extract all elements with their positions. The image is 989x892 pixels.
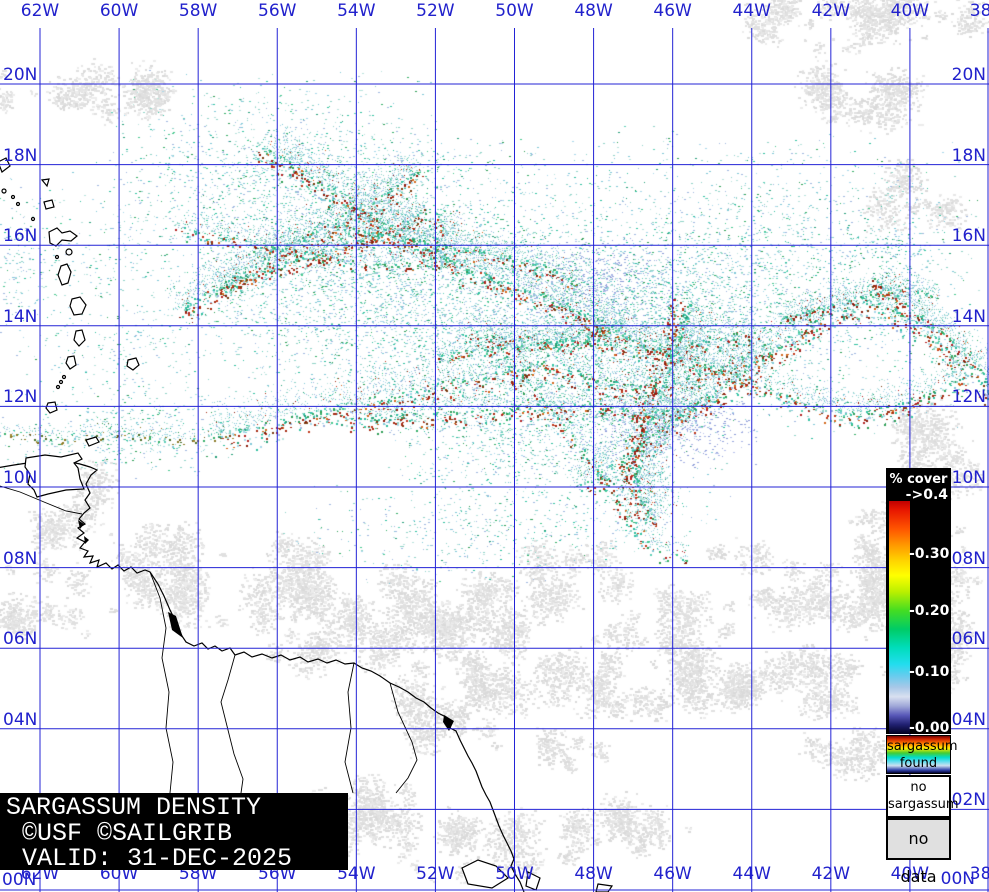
legend-tick-020: -0.20 xyxy=(909,603,950,619)
map-title-box: SARGASSUM DENSITY ©USF ©SAILGRIB VALID: … xyxy=(0,793,348,873)
legend-title: % cover xyxy=(889,472,948,487)
legend-none-line1: no xyxy=(910,780,927,795)
country-borders xyxy=(0,485,418,794)
legend-colorbar xyxy=(889,501,910,734)
legend-sargassum-found-box: sargassum found xyxy=(886,735,958,774)
legend-tick-000: -0.00 xyxy=(909,720,950,736)
map-valid-date: VALID: 31-DEC-2025 xyxy=(22,844,293,873)
map-title: SARGASSUM DENSITY xyxy=(6,793,262,822)
map-credit: ©USF ©SAILGRIB xyxy=(22,818,233,848)
legend-found-line1: sargassum xyxy=(887,739,958,754)
legend-no-sargassum-box: no sargassum xyxy=(886,775,959,818)
legend-tick-030: -0.30 xyxy=(909,546,950,562)
estuary-shapes xyxy=(78,520,454,731)
legend-no-data-box: no data xyxy=(886,818,951,886)
legend-tick-010: -0.10 xyxy=(909,664,950,680)
legend-none-line2: sargassum xyxy=(888,797,959,812)
legend-found-line2: found xyxy=(899,756,938,771)
legend-nodata-label: no data xyxy=(900,829,937,886)
legend-max-label: ->0.4 xyxy=(905,487,948,503)
legend-panel: % cover ->0.4 -0.30 -0.20 -0.10 -0.00 xyxy=(886,468,951,736)
